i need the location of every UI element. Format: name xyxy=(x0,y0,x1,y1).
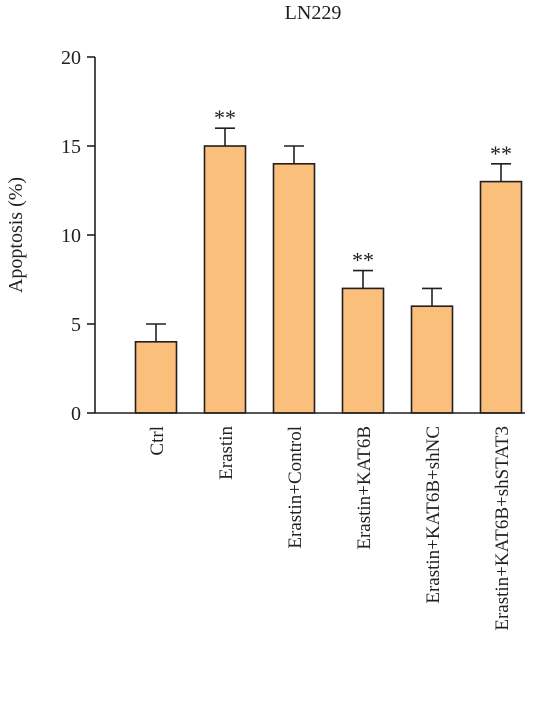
bars xyxy=(134,145,523,414)
bar xyxy=(410,305,454,414)
category-label: Erastin xyxy=(216,426,237,480)
error-bar xyxy=(422,287,442,307)
bar xyxy=(341,287,385,414)
y-tick-label: 5 xyxy=(71,314,81,336)
category-label: Erastin+KAT6B+shNC xyxy=(423,426,444,604)
bar xyxy=(479,180,523,414)
chart-title: LN229 xyxy=(285,2,342,24)
axes xyxy=(94,57,525,414)
category-label: Erastin+Control xyxy=(285,426,306,549)
y-tick-label: 20 xyxy=(61,47,81,69)
category-label: Erastin+KAT6B+shSTAT3 xyxy=(492,426,513,631)
significance-marker: ** xyxy=(490,141,512,166)
error-bars xyxy=(146,127,511,342)
error-bar xyxy=(491,163,511,182)
significance-marker: ** xyxy=(214,105,236,130)
significance-marker: ** xyxy=(352,248,374,273)
error-bar xyxy=(284,145,304,164)
x-axis-category-labels: Ctrl Erastin Erastin+Control Erastin+KAT6B E… xyxy=(147,426,513,631)
bar xyxy=(203,145,247,414)
y-tick-label: 15 xyxy=(61,136,81,158)
significance-markers: ** ** ** xyxy=(214,105,512,272)
category-label: Erastin+KAT6B xyxy=(354,426,375,550)
y-tick-label: 10 xyxy=(61,225,81,247)
error-bar xyxy=(215,127,235,146)
error-bar xyxy=(146,323,166,342)
bar xyxy=(272,163,316,414)
error-bar xyxy=(353,269,373,289)
y-tick-label: 0 xyxy=(71,403,81,425)
category-label: Ctrl xyxy=(147,426,168,456)
y-axis-ticks: 0 5 10 15 20 xyxy=(61,47,95,425)
bar xyxy=(134,340,178,414)
y-axis-label: Apoptosis (%) xyxy=(5,177,27,293)
